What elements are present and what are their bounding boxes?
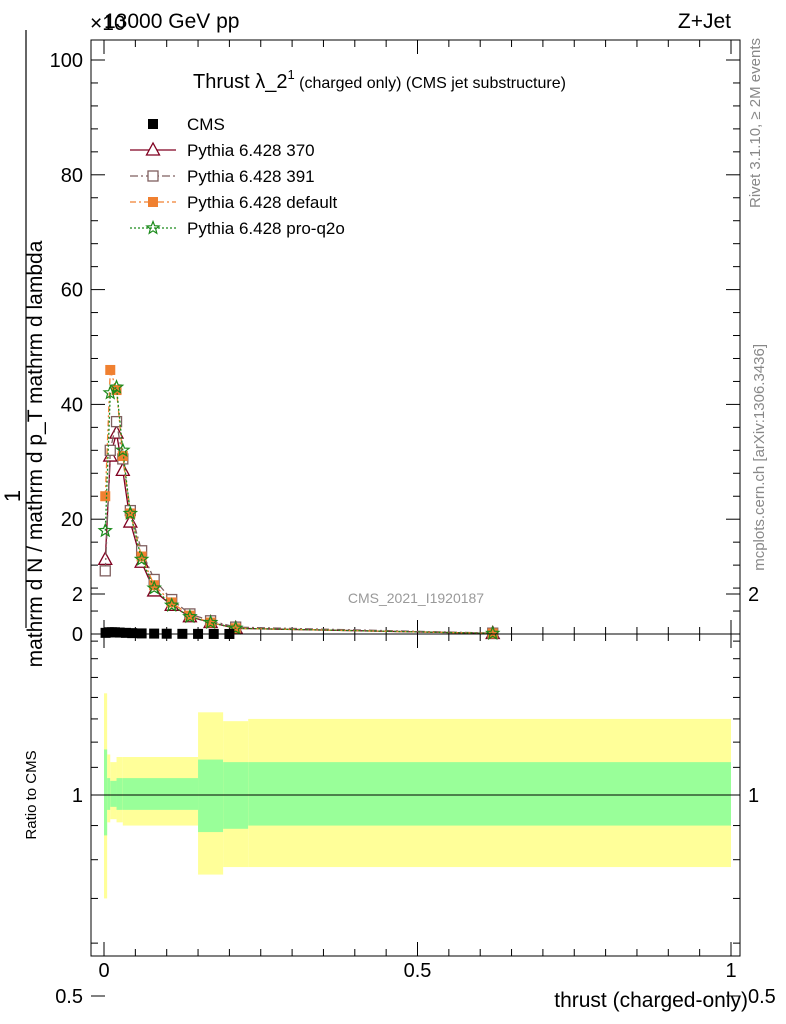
header-exponent: ×10 — [90, 12, 126, 35]
main-y-tick-label: 60 — [61, 280, 83, 302]
title-superscript: 1 — [287, 67, 294, 82]
data-point — [104, 444, 116, 456]
main-y-axis-label: 1 mathrm d N / mathrm d p_T mathrm d lam… — [0, 30, 47, 667]
series-0 — [100, 627, 235, 639]
main-y-tick-label: 20 — [61, 509, 83, 531]
y-label-denominator: mathrm d N / mathrm d p_T mathrm d lambd… — [24, 240, 47, 667]
title-suffix: (charged only) (CMS jet substructure) — [295, 75, 566, 92]
ratio-band-inner — [104, 749, 108, 836]
data-point — [184, 610, 195, 621]
data-point — [127, 628, 138, 639]
main-y-tick-label: 80 — [61, 165, 83, 187]
data-point — [166, 597, 177, 608]
legend-entry: Pythia 6.428 default — [130, 193, 338, 212]
ratio-band-inner — [248, 762, 731, 826]
ratio-y-tick-label-right: 1 — [748, 785, 759, 807]
watermark-analysis-id: CMS_2021_I1920187 — [348, 590, 484, 606]
data-point — [205, 617, 216, 628]
ratio-y-tick-label: 1 — [72, 785, 83, 807]
header-process-label: Z+Jet — [678, 10, 731, 33]
main-series-group — [97, 364, 501, 641]
legend-marker — [148, 197, 158, 207]
legend: CMS Pythia 6.428 370 Pythia 6.428 391 Pythi… — [130, 115, 345, 238]
ratio-y-tick-label-right: 0.5 — [748, 986, 776, 1008]
data-point — [136, 551, 147, 562]
data-point — [115, 442, 131, 457]
data-point — [99, 565, 111, 577]
legend-marker — [145, 141, 161, 156]
data-point — [108, 424, 125, 439]
x-tick-label: 0 — [98, 960, 109, 982]
legend-entry: Pythia 6.428 391 — [130, 167, 315, 186]
legend-marker — [147, 170, 159, 182]
data-point — [182, 608, 198, 624]
x-tick-label: 1 — [725, 960, 736, 982]
header-energy-label: 13000 GeV pp — [104, 10, 239, 33]
ratio-band-inner — [122, 778, 199, 810]
svg-text:Thrust λ_21 (charged only) (CM: Thrust λ_21 (charged only) (CMS jet subs… — [193, 67, 566, 93]
main-axis-ticks: 0 20 40 60 80 100 — [50, 40, 740, 646]
data-point — [105, 364, 116, 375]
series-1 — [97, 424, 501, 640]
main-y-tick-label: 40 — [61, 394, 83, 416]
data-point — [227, 620, 244, 635]
data-point — [202, 614, 219, 630]
ratio-band-inner — [198, 759, 224, 833]
legend-marker — [148, 119, 158, 129]
data-point — [110, 415, 123, 428]
data-point — [149, 580, 160, 591]
legend-label: Pythia 6.428 370 — [187, 141, 315, 160]
data-point — [117, 451, 128, 462]
ratio-band-inner — [116, 778, 123, 810]
series-line — [104, 385, 493, 635]
x-axis-label: thrust (charged-only) — [554, 989, 748, 1012]
data-point — [120, 627, 131, 638]
ratio-band-inner — [110, 780, 117, 807]
ratio-band-inner — [107, 778, 111, 810]
data-point — [108, 379, 125, 394]
legend-marker — [145, 219, 161, 235]
legend-entry: Pythia 6.428 370 — [130, 141, 315, 160]
data-point — [133, 551, 150, 566]
ratio-uncertainty-bands — [104, 693, 731, 899]
data-point — [115, 462, 131, 477]
data-point — [97, 522, 113, 538]
data-point — [485, 625, 501, 641]
main-plot: 0 20 40 60 80 100 CMS_2021_I1920187 CMS Pythia… — [50, 39, 741, 646]
legend-entry: CMS — [148, 115, 225, 134]
chart-title: Thrust λ_21 (charged only) (CMS jet subs… — [193, 67, 566, 93]
ratio-axis-ticks: 0.5 0.5 1 1 2 2 0 0.5 1 — [55, 584, 776, 1008]
legend-label: Pythia 6.428 391 — [187, 167, 315, 186]
ratio-y-tick-label: 2 — [72, 584, 83, 606]
ratio-y-axis-label: Ratio to CMS — [23, 750, 40, 839]
data-point — [136, 628, 147, 639]
data-point — [100, 491, 111, 502]
y-label-numerator: 1 — [0, 490, 25, 502]
data-point — [122, 505, 139, 521]
legend-entry: Pythia 6.428 pro-q2o — [130, 219, 345, 238]
legend-label: Pythia 6.428 pro-q2o — [187, 219, 345, 238]
legend-label: Pythia 6.428 default — [187, 193, 338, 212]
data-point — [487, 628, 498, 639]
x-tick-label: 0.5 — [404, 960, 432, 982]
main-y-tick-label: 0 — [72, 624, 83, 646]
mcplots-label: mcplots.cern.ch [arXiv:1306.3436] — [751, 344, 768, 571]
series-4 — [97, 379, 501, 641]
rivet-version-label: Rivet 3.1.10, ≥ 2M events — [747, 38, 764, 208]
ratio-plot: 0.5 0.5 1 1 2 2 0 0.5 1 Ratio to CMS — [23, 584, 776, 1008]
title-main: Thrust λ_2 — [193, 71, 287, 93]
ratio-y-tick-label-right: 2 — [748, 584, 759, 606]
data-point — [163, 597, 180, 612]
main-y-tick-label: 100 — [50, 50, 83, 72]
data-point — [114, 627, 125, 638]
ratio-y-tick-label: 0.5 — [55, 986, 83, 1008]
legend-label: CMS — [187, 115, 225, 134]
data-point — [146, 579, 162, 595]
